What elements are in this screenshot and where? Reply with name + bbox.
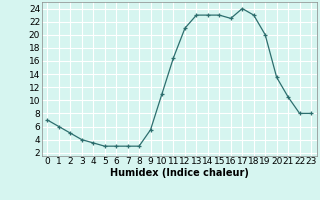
X-axis label: Humidex (Indice chaleur): Humidex (Indice chaleur) (110, 168, 249, 178)
